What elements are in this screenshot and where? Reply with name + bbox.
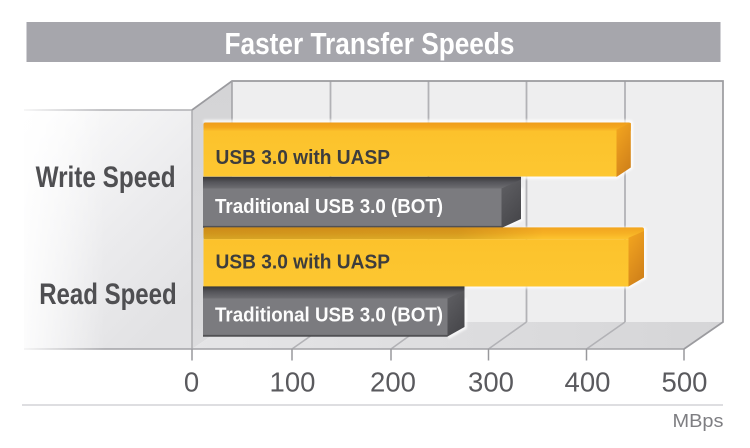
svg-text:Write Speed: Write Speed [36,161,176,194]
svg-text:400: 400 [565,366,611,397]
svg-text:Faster Transfer Speeds: Faster Transfer Speeds [225,26,515,61]
svg-text:Read Speed: Read Speed [39,278,177,311]
svg-text:300: 300 [468,366,514,397]
svg-text:MBps: MBps [673,410,724,431]
svg-text:500: 500 [662,366,708,397]
svg-text:200: 200 [370,366,416,397]
svg-text:Traditional USB 3.0 (BOT): Traditional USB 3.0 (BOT) [215,305,443,327]
svg-text:USB 3.0 with UASP: USB 3.0 with UASP [216,251,391,273]
svg-text:100: 100 [270,366,316,397]
svg-text:USB 3.0 with UASP: USB 3.0 with UASP [216,147,391,169]
svg-text:Traditional USB 3.0 (BOT): Traditional USB 3.0 (BOT) [215,196,443,218]
svg-text:0: 0 [184,366,199,397]
